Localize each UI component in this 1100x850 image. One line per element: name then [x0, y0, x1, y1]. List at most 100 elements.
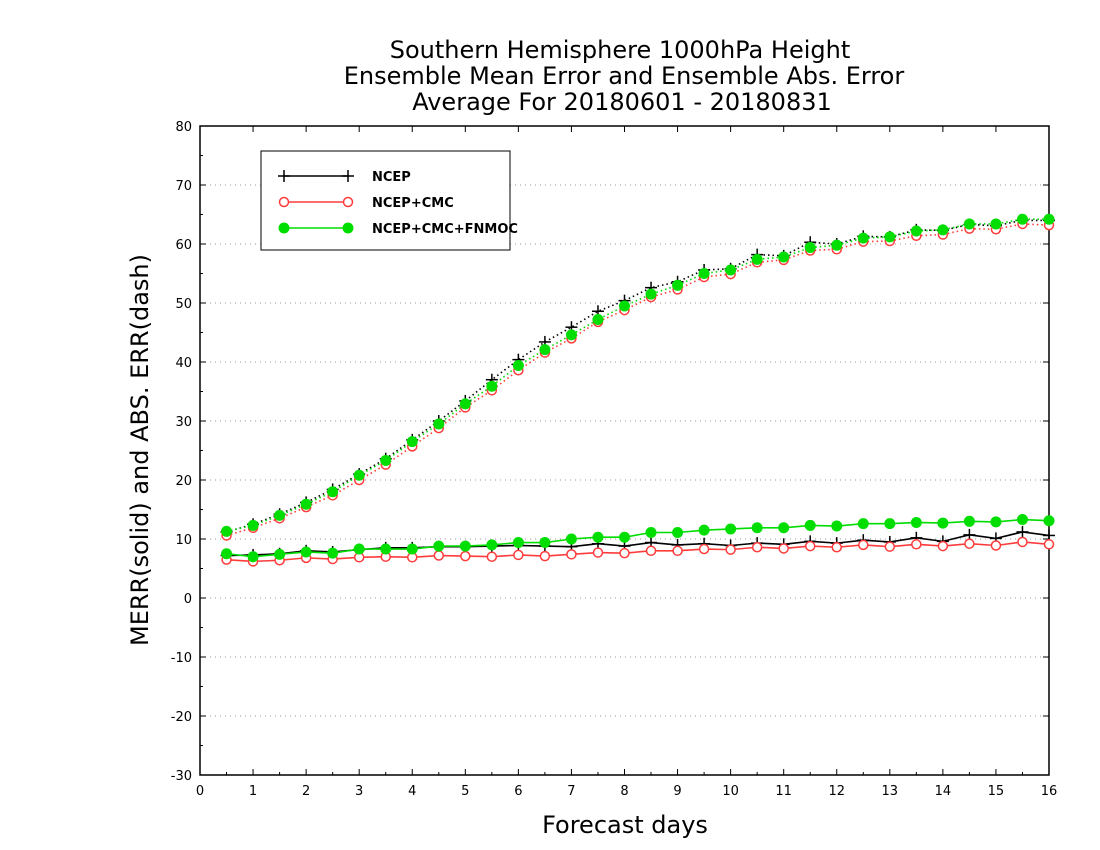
- merr-point: [433, 540, 445, 552]
- legend-label: NCEP+CMC+FNMOC: [372, 222, 518, 237]
- abs-err-point: [539, 344, 551, 356]
- merr-point: [698, 543, 710, 555]
- series-ncep-abs-err: [220, 214, 1055, 538]
- x-tick-label: 1: [249, 784, 257, 799]
- merr-point: [645, 527, 657, 539]
- merr-point: [725, 544, 736, 555]
- merr-point: [592, 531, 604, 543]
- abs-err-point: [831, 239, 843, 251]
- abs-err-point: [459, 398, 471, 410]
- merr-point: [327, 547, 339, 559]
- merr-point: [486, 551, 498, 562]
- y-tick-label: 30: [175, 415, 192, 430]
- merr-point: [539, 550, 551, 562]
- merr-point: [990, 540, 1002, 551]
- merr-point: [910, 516, 922, 528]
- merr-point: [565, 533, 577, 545]
- merr-point: [380, 543, 392, 555]
- merr-point: [406, 543, 418, 555]
- abs-err-point: [274, 509, 286, 521]
- abs-err-point: [486, 380, 498, 392]
- merr-point: [937, 540, 949, 552]
- series-ncep-merr: [220, 525, 1055, 562]
- abs-err-point: [619, 300, 630, 312]
- merr-point: [857, 518, 869, 530]
- merr-point: [964, 538, 975, 549]
- series-ncep-cmc-fnmoc-abs-err: [221, 213, 1055, 537]
- abs-err-point: [353, 469, 365, 481]
- merr-point: [513, 549, 524, 561]
- y-tick-label: -10: [171, 651, 192, 666]
- legend-entry-ncep-cmc-fnmoc: NCEP+CMC+FNMOC: [278, 222, 518, 237]
- axes: [199, 125, 1050, 776]
- x-tick-label: 9: [673, 784, 681, 799]
- merr-point: [247, 551, 259, 563]
- abs-err-point: [221, 525, 233, 537]
- merr-point: [274, 548, 286, 560]
- merr-point: [592, 547, 604, 558]
- legend-label: NCEP+CMC: [372, 196, 454, 211]
- merr-point: [911, 539, 922, 550]
- legend-marker: [278, 222, 290, 234]
- legend-marker: [342, 196, 354, 208]
- merr-point: [751, 522, 763, 534]
- abs-err-point: [963, 218, 975, 230]
- merr-point: [353, 543, 365, 555]
- series-ncep-cmc-abs-err: [221, 218, 1055, 541]
- abs-err-point: [698, 268, 710, 279]
- y-tick-label: -30: [171, 769, 192, 784]
- abs-err-point: [300, 498, 312, 510]
- title-line-2: Ensemble Mean Error and Ensemble Abs. Er…: [344, 62, 905, 90]
- x-tick-label: 5: [461, 784, 469, 799]
- x-tick-label: 2: [302, 784, 310, 799]
- merr-point: [804, 519, 816, 531]
- legend-entry-ncep-cmc: NCEP+CMC: [278, 196, 454, 211]
- abs-err-point: [857, 232, 869, 244]
- merr-point: [1016, 514, 1028, 526]
- x-tick-label: 0: [196, 784, 204, 799]
- merr-point: [698, 524, 710, 536]
- title-line-3: Average For 20180601 - 20180831: [412, 88, 832, 116]
- x-tick-label: 8: [620, 784, 628, 799]
- series-layer: [220, 213, 1055, 567]
- legend-box: [260, 150, 511, 251]
- abs-err-point: [672, 279, 684, 291]
- merr-point: [937, 517, 949, 529]
- y-tick-label: 40: [175, 356, 192, 371]
- merr-point: [672, 545, 683, 557]
- merr-point: [858, 539, 869, 551]
- title-line-1: Southern Hemisphere 1000hPa Height: [390, 36, 850, 64]
- merr-line: [226, 518, 1050, 558]
- abs-err-point: [725, 264, 737, 276]
- y-tick-label: 80: [175, 120, 192, 135]
- x-tick-label: 13: [882, 784, 899, 799]
- merr-point: [831, 542, 842, 553]
- abs-err-point: [512, 360, 524, 372]
- abs-err-line: [226, 219, 1049, 533]
- abs-err-point: [1016, 213, 1028, 225]
- merr-point: [459, 540, 471, 552]
- legend-marker: [278, 196, 290, 208]
- abs-err-point: [592, 314, 604, 326]
- y-tick-label: 10: [175, 533, 192, 548]
- legend-marker: [342, 222, 354, 234]
- x-tick-label: 14: [935, 784, 952, 799]
- x-tick-label: 11: [775, 784, 792, 799]
- y-tick-label: 20: [175, 474, 192, 489]
- x-axis-label: Forecast days: [542, 811, 708, 839]
- abs-err-point: [406, 436, 418, 448]
- tick-labels: 0 1 2 3 4 5 6 7 8 9 10 11 12 13 14 15 16-30-20-100102030…: [171, 120, 1058, 799]
- merr-point: [990, 516, 1002, 528]
- merr-point: [963, 515, 975, 527]
- merr-point: [1043, 539, 1055, 550]
- legend: NCEP NCEP+CMC NCEP+CMC+FNMOC: [260, 150, 518, 251]
- merr-point: [566, 549, 577, 560]
- abs-err-point: [380, 455, 392, 467]
- x-tick-label: 6: [514, 784, 522, 799]
- abs-err-point: [565, 329, 577, 341]
- abs-err-point: [884, 231, 896, 243]
- x-tick-label: 16: [1041, 784, 1058, 799]
- merr-point: [884, 518, 896, 530]
- merr-point: [486, 539, 498, 551]
